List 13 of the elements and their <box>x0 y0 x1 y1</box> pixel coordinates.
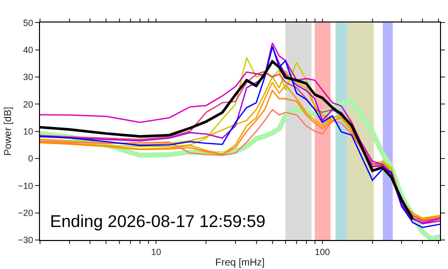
y-tick-label: −20 <box>18 208 34 218</box>
y-tick-label: 20 <box>23 99 34 110</box>
y-axis-title: Power [dB] <box>2 106 14 156</box>
x-tick-label: 100 <box>314 246 330 257</box>
y-tick-label: 30 <box>23 72 34 82</box>
y-tick-label: 10 <box>23 126 34 136</box>
y-tick-label: 50 <box>23 18 34 28</box>
y-tick-label: 40 <box>23 44 34 55</box>
y-tick-label: 0 <box>28 154 34 164</box>
x-axis-title: Freq [mHz] <box>215 257 265 268</box>
y-tick-label: −30 <box>18 235 34 246</box>
y-tick-label: −10 <box>18 180 34 191</box>
annotation: Ending 2026-08-17 12:59:59 <box>50 212 266 231</box>
